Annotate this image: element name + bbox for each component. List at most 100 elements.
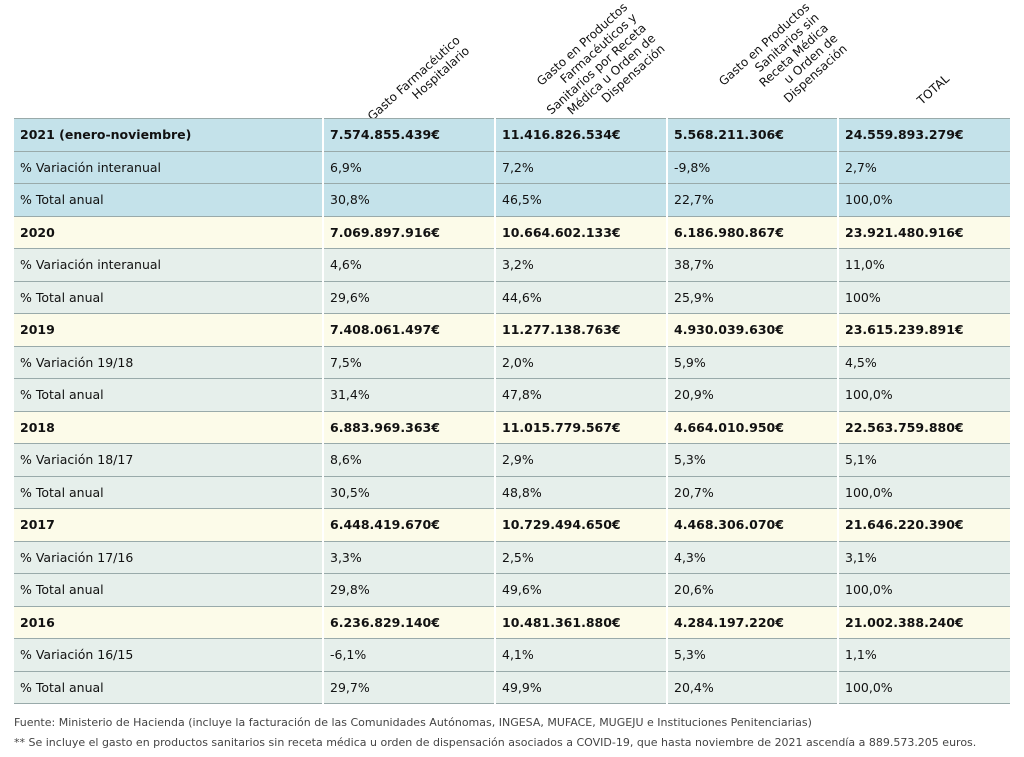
table-row: % Total anual 30,8% 46,5% 22,7% 100,0% <box>14 183 1010 217</box>
cell: 10.481.361.880€ <box>494 605 667 639</box>
cell: 11.277.138.763€ <box>494 313 667 347</box>
cell: 4.468.306.070€ <box>666 508 838 542</box>
cell: 44,6% <box>494 280 667 314</box>
cell: -6,1% <box>322 638 495 672</box>
table-row: % Variación 16/15 -6,1% 4,1% 5,3% 1,1% <box>14 638 1010 672</box>
cell: 3,1% <box>837 540 1010 574</box>
cell: 100,0% <box>837 670 1010 704</box>
data-table: 2021 (enero-noviembre) 7.574.855.439€ 11.4… <box>14 118 1010 704</box>
cell: 22.563.759.880€ <box>837 410 1010 444</box>
cell: 5,3% <box>666 443 838 477</box>
row-label: % Total anual <box>14 573 323 607</box>
table-row: % Total anual 31,4% 47,8% 20,9% 100,0% <box>14 378 1010 412</box>
row-label: % Variación 19/18 <box>14 345 323 379</box>
row-label: % Total anual <box>14 280 323 314</box>
cell: 2,9% <box>494 443 667 477</box>
cell: 21.002.388.240€ <box>837 605 1010 639</box>
cell: 4.930.039.630€ <box>666 313 838 347</box>
cell: 5,3% <box>666 638 838 672</box>
cell: 49,6% <box>494 573 667 607</box>
table-row: % Variación interanual 6,9% 7,2% -9,8% 2,7% <box>14 150 1010 184</box>
cell: 100,0% <box>837 573 1010 607</box>
cell: 6.883.969.363€ <box>322 410 495 444</box>
cell: 7.408.061.497€ <box>322 313 495 347</box>
table-row: % Total anual 29,6% 44,6% 25,9% 100% <box>14 280 1010 314</box>
cell: 100,0% <box>837 378 1010 412</box>
row-label: % Variación 16/15 <box>14 638 323 672</box>
footnotes: Fuente: Ministerio de Hacienda (incluye … <box>14 713 976 753</box>
cell: 29,6% <box>322 280 495 314</box>
row-label: 2020 <box>14 215 323 249</box>
cell: 2,0% <box>494 345 667 379</box>
row-label: % Variación interanual <box>14 150 323 184</box>
cell: 11,0% <box>837 248 1010 282</box>
cell: 5,9% <box>666 345 838 379</box>
table-row: 2018 6.883.969.363€ 11.015.779.567€ 4.664.0… <box>14 410 1010 444</box>
table-row: % Variación 17/16 3,3% 2,5% 4,3% 3,1% <box>14 540 1010 574</box>
cell: 11.015.779.567€ <box>494 410 667 444</box>
cell: 4,1% <box>494 638 667 672</box>
cell: 20,9% <box>666 378 838 412</box>
table-row: 2020 7.069.897.916€ 10.664.602.133€ 6.186.9… <box>14 215 1010 249</box>
row-label: 2019 <box>14 313 323 347</box>
table-row: % Total anual 29,7% 49,9% 20,4% 100,0% <box>14 670 1010 704</box>
row-label: 2016 <box>14 605 323 639</box>
cell: 49,9% <box>494 670 667 704</box>
row-label: 2017 <box>14 508 323 542</box>
table-row: 2021 (enero-noviembre) 7.574.855.439€ 11.4… <box>14 118 1010 152</box>
cell: 5.568.211.306€ <box>666 118 838 152</box>
row-label: % Variación 17/16 <box>14 540 323 574</box>
row-label: % Total anual <box>14 475 323 509</box>
cell: 29,7% <box>322 670 495 704</box>
cell: 23.921.480.916€ <box>837 215 1010 249</box>
cell: 24.559.893.279€ <box>837 118 1010 152</box>
cell: 6.186.980.867€ <box>666 215 838 249</box>
cell: 25,9% <box>666 280 838 314</box>
cell: 31,4% <box>322 378 495 412</box>
row-label: % Total anual <box>14 378 323 412</box>
cell: 3,3% <box>322 540 495 574</box>
cell: 7.574.855.439€ <box>322 118 495 152</box>
row-label: % Total anual <box>14 670 323 704</box>
row-label: 2021 (enero-noviembre) <box>14 118 323 152</box>
cell: 1,1% <box>837 638 1010 672</box>
cell: 100,0% <box>837 183 1010 217</box>
table-row: % Variación 19/18 7,5% 2,0% 5,9% 4,5% <box>14 345 1010 379</box>
footnote: Fuente: Ministerio de Hacienda (incluye … <box>14 716 812 729</box>
table-row: % Variación 18/17 8,6% 2,9% 5,3% 5,1% <box>14 443 1010 477</box>
cell: 46,5% <box>494 183 667 217</box>
cell: 4,3% <box>666 540 838 574</box>
table-row: % Variación interanual 4,6% 3,2% 38,7% 11,0% <box>14 248 1010 282</box>
cell: 47,8% <box>494 378 667 412</box>
cell: 30,5% <box>322 475 495 509</box>
column-header: Gasto en Productos Sanitarios sin Receta M… <box>716 0 850 130</box>
cell: 38,7% <box>666 248 838 282</box>
footnote: ** Se incluye el gasto en productos sani… <box>14 736 977 749</box>
cell: 10.729.494.650€ <box>494 508 667 542</box>
cell: 2,5% <box>494 540 667 574</box>
cell: 10.664.602.133€ <box>494 215 667 249</box>
table-row: 2017 6.448.419.670€ 10.729.494.650€ 4.468.3… <box>14 508 1010 542</box>
header-line: TOTAL <box>914 71 952 108</box>
table-row: % Total anual 30,5% 48,8% 20,7% 100,0% <box>14 475 1010 509</box>
cell: 6.236.829.140€ <box>322 605 495 639</box>
cell: 4.284.197.220€ <box>666 605 838 639</box>
cell: 3,2% <box>494 248 667 282</box>
cell: 4.664.010.950€ <box>666 410 838 444</box>
cell: -9,8% <box>666 150 838 184</box>
cell: 20,7% <box>666 475 838 509</box>
cell: 20,6% <box>666 573 838 607</box>
cell: 29,8% <box>322 573 495 607</box>
cell: 30,8% <box>322 183 495 217</box>
row-label: % Total anual <box>14 183 323 217</box>
cell: 23.615.239.891€ <box>837 313 1010 347</box>
cell: 11.416.826.534€ <box>494 118 667 152</box>
cell: 22,7% <box>666 183 838 217</box>
column-header: TOTAL <box>914 72 952 108</box>
table-row: 2019 7.408.061.497€ 11.277.138.763€ 4.930.0… <box>14 313 1010 347</box>
cell: 100% <box>837 280 1010 314</box>
cell: 48,8% <box>494 475 667 509</box>
cell: 20,4% <box>666 670 838 704</box>
cell: 100,0% <box>837 475 1010 509</box>
